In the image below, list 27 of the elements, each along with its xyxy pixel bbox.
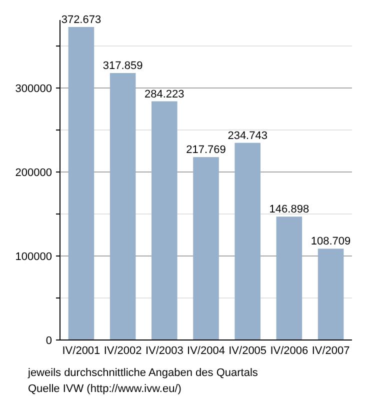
x-tick-label: IV/2006: [270, 345, 308, 357]
data-label: 234.743: [228, 130, 268, 142]
data-label: 217.769: [186, 144, 226, 156]
bar: [68, 26, 94, 340]
data-label: 372.673: [61, 14, 102, 26]
data-label: 284.223: [144, 88, 184, 100]
y-tick-label: 300000: [15, 82, 52, 95]
bar: [276, 216, 302, 340]
x-tick-label: IV/2007: [312, 345, 350, 357]
x-tick-label: IV/2002: [104, 345, 142, 357]
bar: [152, 101, 178, 340]
x-tick-label: IV/2005: [228, 345, 267, 357]
bar: [110, 73, 136, 340]
y-tick-label: 0: [46, 334, 52, 347]
data-label: 108.709: [310, 236, 351, 248]
y-tick-label: 200000: [15, 166, 52, 179]
text: jeweils durchschnittliche Angaben des Quartals: [27, 367, 258, 379]
x-tick-label: IV/2003: [145, 345, 184, 357]
y-tick-label: 100000: [15, 250, 52, 263]
source-note: Quelle IVW (http://www.ivw.eu/): [28, 383, 182, 395]
bar: [318, 248, 344, 340]
x-tick-label: IV/2004: [187, 345, 225, 357]
data-label: 317.859: [102, 60, 143, 72]
data-label: 146.898: [269, 204, 310, 216]
bar: [193, 157, 219, 340]
x-tick-label: IV/2001: [62, 345, 100, 357]
bar: [234, 142, 260, 340]
